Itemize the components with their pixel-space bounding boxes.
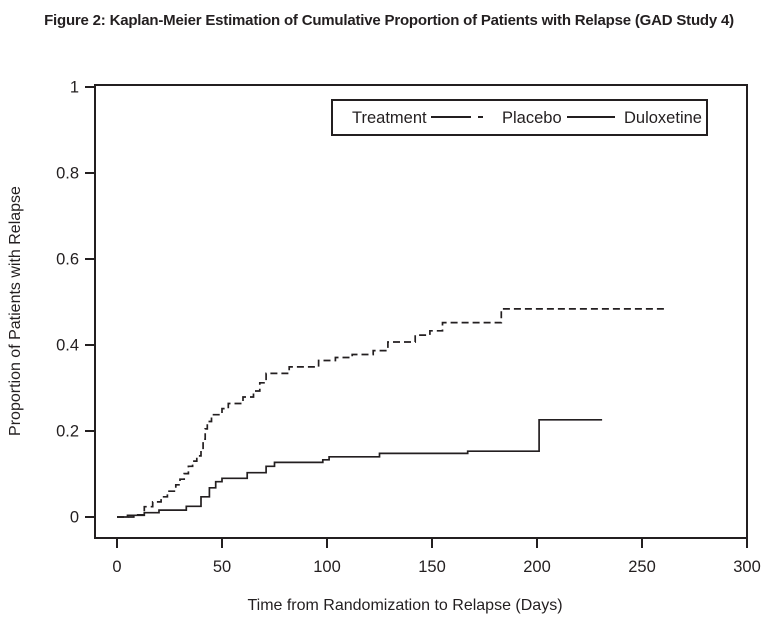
x-tick-label: 100	[313, 558, 341, 576]
y-tick-label: 0.2	[56, 423, 79, 441]
y-tick-label: 0.8	[56, 165, 79, 183]
y-tick-label: 1	[70, 79, 79, 97]
y-axis-ticks: 0 0.2 0.4 0.6 0.8 1	[56, 79, 95, 527]
x-axis-ticks: 0 50 100 150 200 250 300	[112, 538, 761, 576]
legend-label-duloxetine: Duloxetine	[624, 109, 702, 127]
x-tick-label: 0	[112, 558, 121, 576]
x-tick-label: 150	[418, 558, 446, 576]
figure-title: Figure 2: Kaplan-Meier Estimation of Cum…	[44, 12, 734, 29]
y-tick-label: 0	[70, 509, 79, 527]
legend-label-placebo: Placebo	[502, 109, 562, 127]
legend: Treatment Placebo Duloxetine	[331, 99, 708, 136]
y-axis-title: Proportion of Patients with Relapse	[7, 186, 24, 436]
duloxetine-curve	[117, 418, 603, 518]
legend-title: Treatment	[352, 109, 427, 127]
placebo-curve	[117, 308, 666, 518]
legend-border	[331, 99, 708, 136]
plot-area-border	[94, 84, 748, 539]
km-curves	[117, 308, 666, 518]
x-axis-title: Time from Randomization to Relapse (Days…	[247, 597, 562, 614]
x-tick-label: 300	[733, 558, 761, 576]
x-tick-label: 250	[628, 558, 656, 576]
x-tick-label: 50	[213, 558, 231, 576]
y-tick-label: 0.6	[56, 251, 79, 269]
x-tick-label: 200	[523, 558, 551, 576]
y-tick-label: 0.4	[56, 337, 79, 355]
